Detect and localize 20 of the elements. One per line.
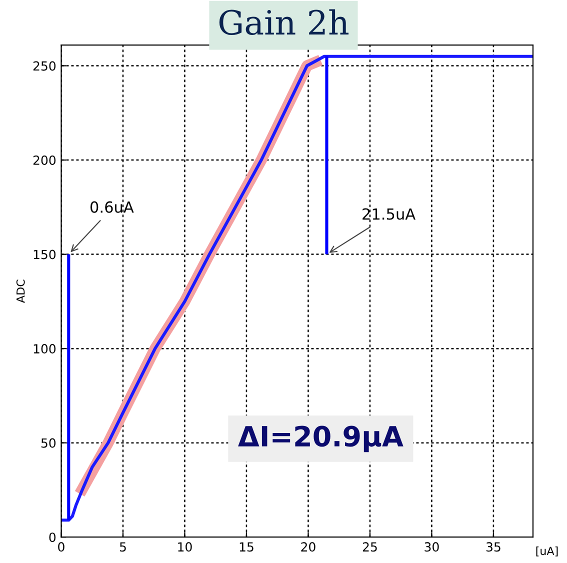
x-tick-label: 25 <box>362 542 377 552</box>
y-tick-label: 0 <box>49 532 56 542</box>
x-tick-label: 30 <box>424 542 439 552</box>
chart-title: Gain 2h <box>219 9 349 36</box>
x-tick-label: 20 <box>301 542 316 552</box>
y-tick-label: 50 <box>41 438 56 448</box>
annotation: 0.6uA <box>90 201 134 213</box>
annotation: ΔI=20.9μA <box>238 426 404 452</box>
x-tick-label: 5 <box>120 542 126 552</box>
y-tick-label: 250 <box>33 61 56 71</box>
y-tick-label: 150 <box>34 250 56 260</box>
x-tick-label: 15 <box>240 542 254 552</box>
annotation: 21.5uA <box>362 208 416 220</box>
y-tick-label: 100 <box>34 344 56 354</box>
x-tick-label: 10 <box>178 542 192 552</box>
x-tick-label: 0 <box>58 542 64 552</box>
x-tick-label: 35 <box>486 542 500 552</box>
x-axis-title: [uA] <box>536 546 558 556</box>
y-axis-title: ADC <box>16 280 25 303</box>
y-tick-label: 200 <box>33 156 56 165</box>
